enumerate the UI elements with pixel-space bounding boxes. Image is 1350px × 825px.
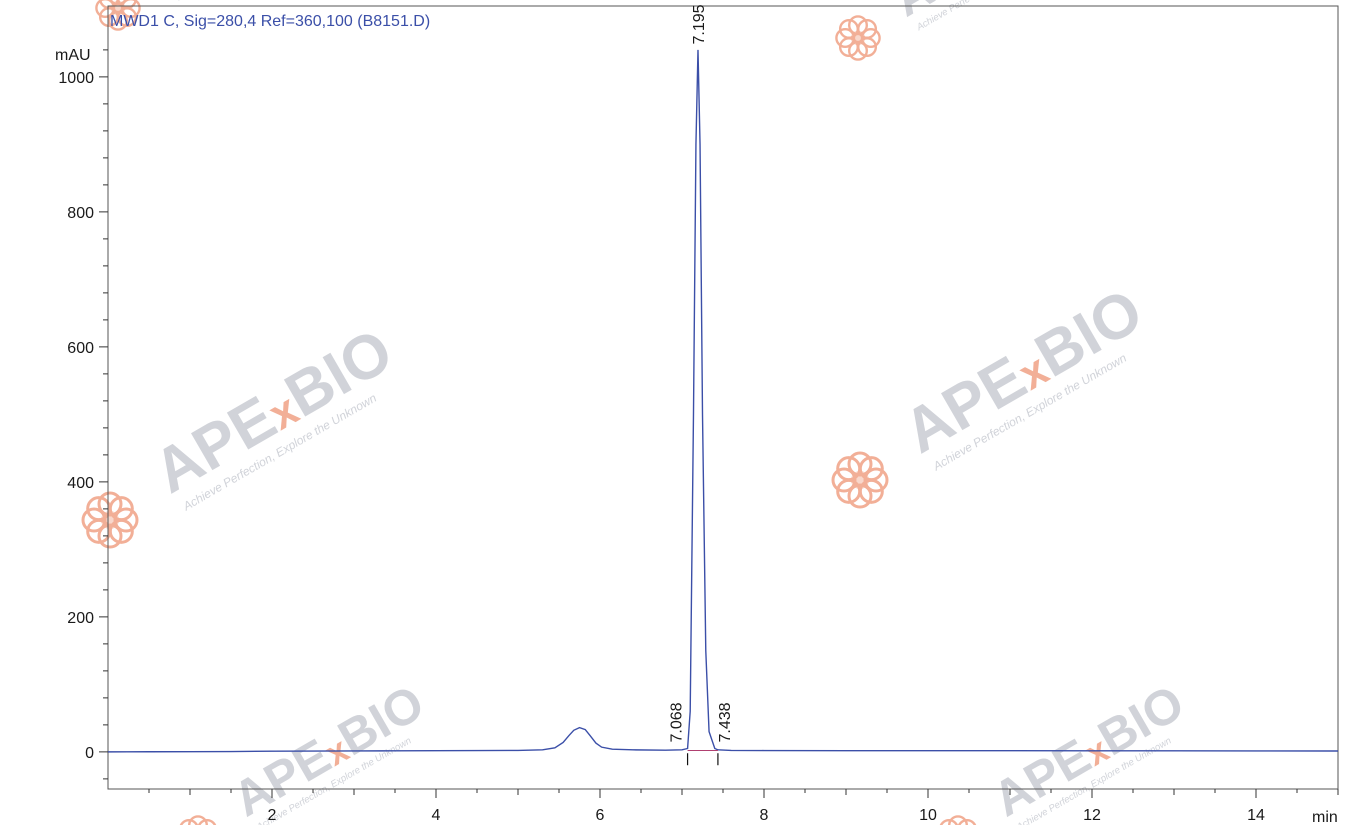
- logo-petal: [197, 818, 217, 825]
- logo-petal: [939, 818, 959, 825]
- y-axis-label: mAU: [55, 47, 91, 64]
- y-tick-label: 600: [67, 340, 94, 357]
- watermark-layer: APExBIO Achieve Perfection, Explore the U…: [81, 0, 1194, 825]
- x-tick-label: 12: [1083, 807, 1101, 824]
- x-tick-label: 10: [919, 807, 937, 824]
- chart-marks: 7.068 7.195 7.438: [107, 4, 1339, 766]
- x-tick-label: 8: [760, 807, 769, 824]
- y-tick-label: 800: [67, 205, 94, 222]
- logo-flower-icon: [939, 815, 977, 825]
- logo-petal: [948, 815, 968, 825]
- axes: 2 4 6 8 10 12 14 0 200 400 600 800 1000: [58, 49, 1339, 824]
- x-tick-label: 4: [432, 807, 441, 824]
- series-line: [107, 49, 1339, 753]
- logo-petal: [120, 0, 141, 18]
- logo-petal: [847, 40, 868, 61]
- logo-petal: [97, 523, 123, 549]
- logo-petal: [99, 0, 119, 9]
- logo-petal: [957, 818, 977, 825]
- logo-petal: [857, 18, 878, 39]
- logo-flower-icon: [179, 815, 217, 825]
- x-axis-label: min: [1312, 809, 1338, 825]
- logo-petal: [863, 467, 889, 493]
- logo-petal: [179, 818, 199, 825]
- logo-petal: [847, 483, 873, 509]
- logo-petal: [109, 0, 127, 6]
- x-tick-label: 14: [1247, 807, 1265, 824]
- logo-petal: [835, 28, 856, 49]
- y-tick-label: 200: [67, 610, 94, 627]
- peak-label: 7.438: [717, 702, 734, 742]
- logo-petal: [858, 456, 884, 482]
- logo-petal: [860, 28, 881, 49]
- y-tick-label: 400: [67, 475, 94, 492]
- logo-wordmark: APExBIO: [143, 316, 405, 507]
- y-tick-label: 0: [85, 745, 94, 762]
- logo-petal: [117, 0, 137, 9]
- peak-label: 7.195: [691, 4, 708, 44]
- logo-center: [110, 0, 126, 16]
- logo-center: [101, 511, 119, 529]
- chart-title: MWD1 C, Sig=280,4 Ref=360,100 (B8151.D): [110, 13, 430, 30]
- logo-petal: [95, 0, 116, 18]
- logo-flower-icon: [81, 491, 139, 549]
- logo-petal: [831, 467, 857, 493]
- logo-petal: [847, 15, 868, 36]
- logo-center: [850, 30, 866, 46]
- logo-tagline: Achieve Perfection, Explore the Unknown: [174, 0, 333, 4]
- logo-petal: [97, 491, 123, 517]
- logo-flower-icon: [95, 0, 141, 31]
- y-tick-label: 1000: [58, 70, 94, 87]
- x-tick-label: 6: [596, 807, 605, 824]
- logo-petal: [108, 496, 134, 522]
- logo-flower-icon: [831, 451, 889, 509]
- logo-petal: [113, 507, 139, 533]
- peak-label: 7.068: [669, 702, 686, 742]
- logo-petal: [847, 451, 873, 477]
- logo-petal: [81, 507, 107, 533]
- logo-petal: [107, 10, 128, 31]
- logo-center: [851, 471, 869, 489]
- x-tick-label: 2: [268, 807, 277, 824]
- logo-flower-icon: [835, 15, 881, 61]
- logo-petal: [188, 815, 208, 825]
- logo-wordmark: APExBIO: [893, 276, 1155, 467]
